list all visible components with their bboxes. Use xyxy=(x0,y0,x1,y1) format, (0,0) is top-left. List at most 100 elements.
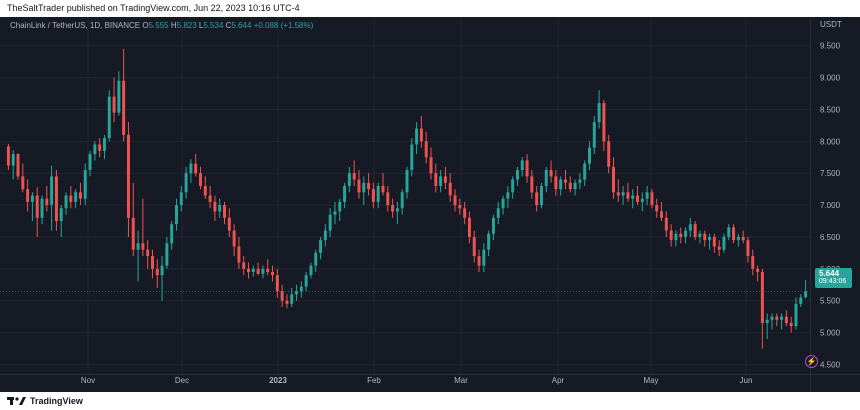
candle-body xyxy=(232,230,236,247)
candle-body xyxy=(616,192,620,196)
candle-body xyxy=(107,96,111,139)
low-label: L xyxy=(198,21,204,30)
x-tick-label: 2023 xyxy=(269,376,287,385)
candle-body xyxy=(506,192,510,199)
candle-body xyxy=(415,128,419,145)
candle-body xyxy=(146,249,150,257)
candle-body xyxy=(362,182,366,193)
candle-body xyxy=(525,160,529,177)
candle-body xyxy=(319,240,323,253)
close-value: 5.644 xyxy=(231,21,252,30)
candle-body xyxy=(122,80,126,135)
candle-body xyxy=(199,173,202,186)
candle-body xyxy=(443,176,447,183)
high-label: H xyxy=(170,21,177,30)
candle-body xyxy=(304,275,308,287)
candle-body xyxy=(309,265,313,276)
candle-body xyxy=(722,236,726,250)
candle-body xyxy=(640,198,644,202)
x-tick-label: Jun xyxy=(740,376,753,385)
candle-body xyxy=(30,195,34,202)
candle-body xyxy=(765,319,769,323)
candle-body xyxy=(636,195,640,202)
candle-body xyxy=(35,195,39,218)
candle-body xyxy=(174,205,178,225)
candle-body xyxy=(698,233,702,237)
candle-body xyxy=(54,176,58,221)
x-tick-label: May xyxy=(643,376,658,385)
candle-body xyxy=(83,170,87,199)
close-label: C xyxy=(225,21,232,30)
y-tick-label: 8.000 xyxy=(820,137,841,146)
footer: TradingView xyxy=(0,392,860,410)
candle-body xyxy=(756,268,760,272)
candle-body xyxy=(271,272,275,276)
candle-body xyxy=(16,154,20,177)
candle-body xyxy=(458,205,462,209)
candle-body xyxy=(544,170,548,186)
candle-body xyxy=(626,192,630,199)
candle-body xyxy=(775,316,779,320)
x-tick-label: Mar xyxy=(454,376,468,385)
candle-body xyxy=(343,185,347,202)
candle-body xyxy=(98,144,102,151)
candle-body xyxy=(155,268,159,276)
x-tick-label: Nov xyxy=(81,376,95,385)
candle-body xyxy=(684,230,688,237)
candle-body xyxy=(194,163,198,174)
candle-body xyxy=(549,170,553,177)
candle-body xyxy=(213,201,217,212)
candle-body xyxy=(280,291,284,301)
candle-body xyxy=(184,173,188,193)
candle-body xyxy=(74,192,78,202)
candle-body xyxy=(477,256,481,266)
candle-body xyxy=(612,166,615,193)
candle-body xyxy=(102,138,106,151)
lightning-icon[interactable]: ⚡ xyxy=(805,355,818,368)
chart-area[interactable]: 9.5009.0008.5008.0007.5007.0006.5006.000… xyxy=(0,17,860,392)
last-price: 5.644 xyxy=(819,269,840,278)
candle-body xyxy=(367,182,371,190)
candle-body xyxy=(424,141,428,158)
candle-body xyxy=(371,189,375,202)
currency-label: USDT xyxy=(820,20,842,29)
candle-body xyxy=(242,262,246,269)
candle-body xyxy=(395,208,399,212)
candle-body xyxy=(50,176,54,206)
y-tick-label: 7.500 xyxy=(820,169,841,178)
candle-body xyxy=(376,185,380,202)
candle-body xyxy=(535,192,539,206)
candle-body xyxy=(237,246,241,263)
candlestick-chart[interactable]: 9.5009.0008.5008.0007.5007.0006.5006.000… xyxy=(0,17,860,392)
candle-body xyxy=(746,240,750,257)
candle-body xyxy=(770,316,774,320)
brand-name: TradingView xyxy=(30,396,83,406)
candle-body xyxy=(295,291,299,295)
candle-body xyxy=(482,249,486,266)
candle-body xyxy=(592,122,596,148)
candle-body xyxy=(467,217,471,237)
candle-body xyxy=(299,286,303,292)
candle-body xyxy=(391,205,395,212)
open-value: 5.555 xyxy=(148,21,169,30)
candle-body xyxy=(664,217,668,231)
candle-body xyxy=(410,144,414,170)
candle-body xyxy=(131,217,135,250)
candle-body xyxy=(179,192,183,206)
candle-body xyxy=(218,205,222,212)
candle-body xyxy=(669,230,673,241)
candle-body xyxy=(712,236,716,247)
tradingview-logo-icon xyxy=(7,397,26,405)
candle-body xyxy=(352,173,356,180)
candle-body xyxy=(6,146,10,166)
candle-body xyxy=(93,144,97,155)
candle-body xyxy=(727,227,731,237)
candle-body xyxy=(539,185,543,206)
candle-body xyxy=(708,236,712,241)
candle-body xyxy=(203,185,207,196)
publisher-bar: TheSaltTrader published on TradingView.c… xyxy=(0,0,860,17)
candle-body xyxy=(261,268,265,274)
candle-body xyxy=(64,195,68,209)
candle-body xyxy=(799,297,803,304)
candle-body xyxy=(784,316,788,323)
